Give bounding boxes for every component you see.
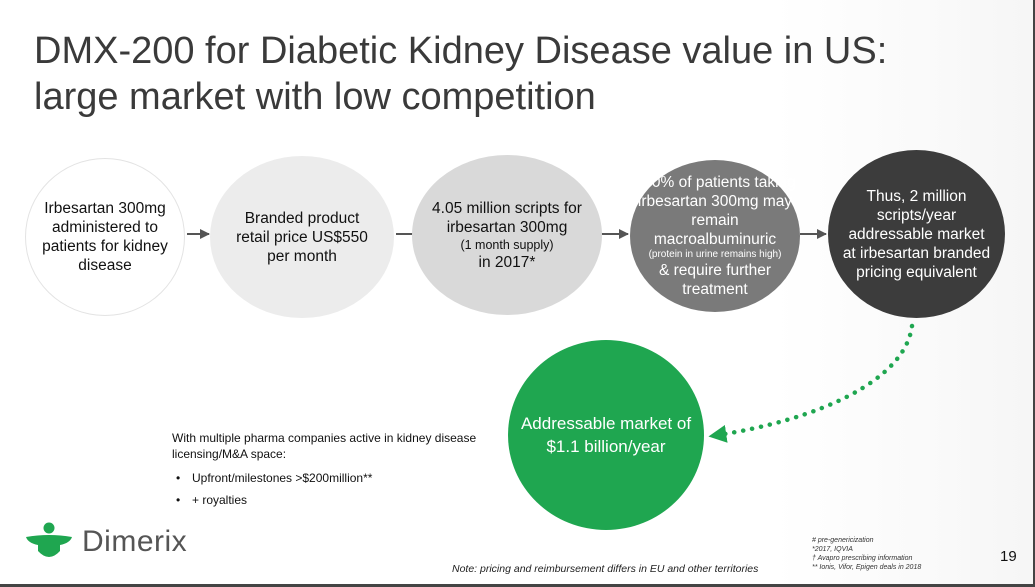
bullet-item: Upfront/milestones >$200million** <box>172 470 492 486</box>
flow-step-4-sub: (protein in urine remains high) <box>648 249 782 260</box>
flow-step-4: >50% of patients taking irbesartan 300mg… <box>630 160 800 312</box>
flow-step-2: Branded product retail price US$550 per … <box>210 156 394 318</box>
licensing-intro: With multiple pharma companies active in… <box>172 431 477 461</box>
dimerix-logo: Dimerix <box>24 520 187 564</box>
bullet-item: + royalties <box>172 492 492 508</box>
flow-step-3: 4.05 million scripts for irbesartan 300m… <box>412 155 602 315</box>
pricing-note: Note: pricing and reimbursement differs … <box>452 563 759 575</box>
flow-step-4-end: & require further treatment <box>659 262 771 298</box>
flow-step-3-main: 4.05 million scripts for irbesartan 300m… <box>432 199 582 236</box>
footnote: # pre-genericization <box>812 537 874 544</box>
page-number: 19 <box>1000 548 1017 565</box>
flow-step-2-text: Branded product retail price US$550 per … <box>236 209 368 265</box>
slide-edge-right <box>1033 0 1035 587</box>
footnote: † Avapro prescribing information <box>812 555 913 562</box>
title-line-2: large market with low competition <box>34 76 596 118</box>
slide-edge-bottom <box>0 584 1035 587</box>
dimerix-logo-text: Dimerix <box>82 525 188 558</box>
footnote: *2017, IQVIA <box>812 546 853 553</box>
footnote: ** Ionis, Vifor, Epigen deals in 2018 <box>812 564 922 571</box>
flow-step-1-text: Irbesartan 300mg administered to patient… <box>42 200 168 274</box>
flow-step-5: Thus, 2 million scripts/year addressable… <box>828 150 1005 318</box>
flow-step-4-main: >50% of patients taking irbesartan 300mg… <box>634 174 796 248</box>
addressable-market-text: Addressable market of $1.1 billion/year <box>520 414 692 456</box>
licensing-info: With multiple pharma companies active in… <box>172 430 492 514</box>
flow-step-1: Irbesartan 300mg administered to patient… <box>25 158 185 316</box>
title-line-1: DMX-200 for Diabetic Kidney Disease valu… <box>34 30 888 72</box>
slide-title: DMX-200 for Diabetic Kidney Disease valu… <box>34 28 934 120</box>
addressable-market-circle: Addressable market of $1.1 billion/year <box>508 340 704 530</box>
licensing-bullets: Upfront/milestones >$200million** + roya… <box>172 470 492 508</box>
footnotes: # pre-genericization *2017, IQVIA † Avap… <box>812 536 982 572</box>
flow-step-5-text: Thus, 2 million scripts/year addressable… <box>842 187 991 281</box>
flow-step-3-sub: (1 month supply) <box>460 237 554 252</box>
dimerix-logo-icon <box>26 522 72 557</box>
flow-step-3-end: in 2017* <box>478 253 536 271</box>
